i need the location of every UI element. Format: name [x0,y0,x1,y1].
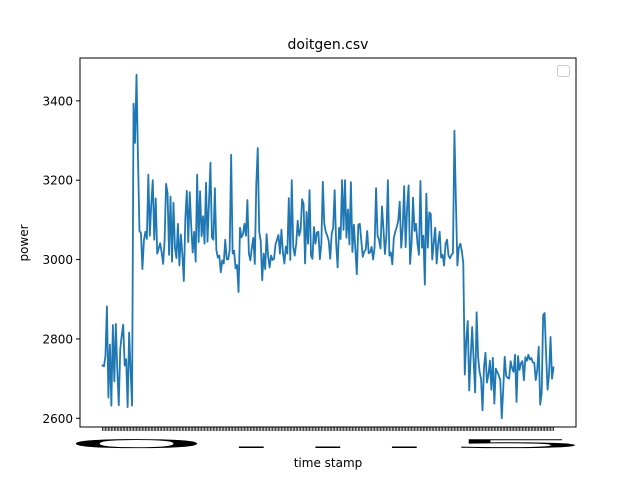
y-tick-label: 2800 [42,332,73,346]
x-tick-labels: 0...5 [60,437,596,451]
series-line [101,73,555,420]
chart-title: doitgen.csv [288,37,369,53]
y-tick-label: 2600 [42,412,73,426]
y-axis-label: power [17,224,31,261]
plot-frame [79,57,577,428]
x-axis-label: time stamp [294,456,363,470]
x-axis-ticks [102,427,554,431]
y-tick-label: 3000 [42,253,73,267]
legend-box [557,65,570,77]
y-tick-label: 3400 [42,94,73,108]
y-tick-label: 3200 [42,174,73,188]
y-axis-ticks: 2600 2800 3000 3200 3400 [42,94,80,426]
